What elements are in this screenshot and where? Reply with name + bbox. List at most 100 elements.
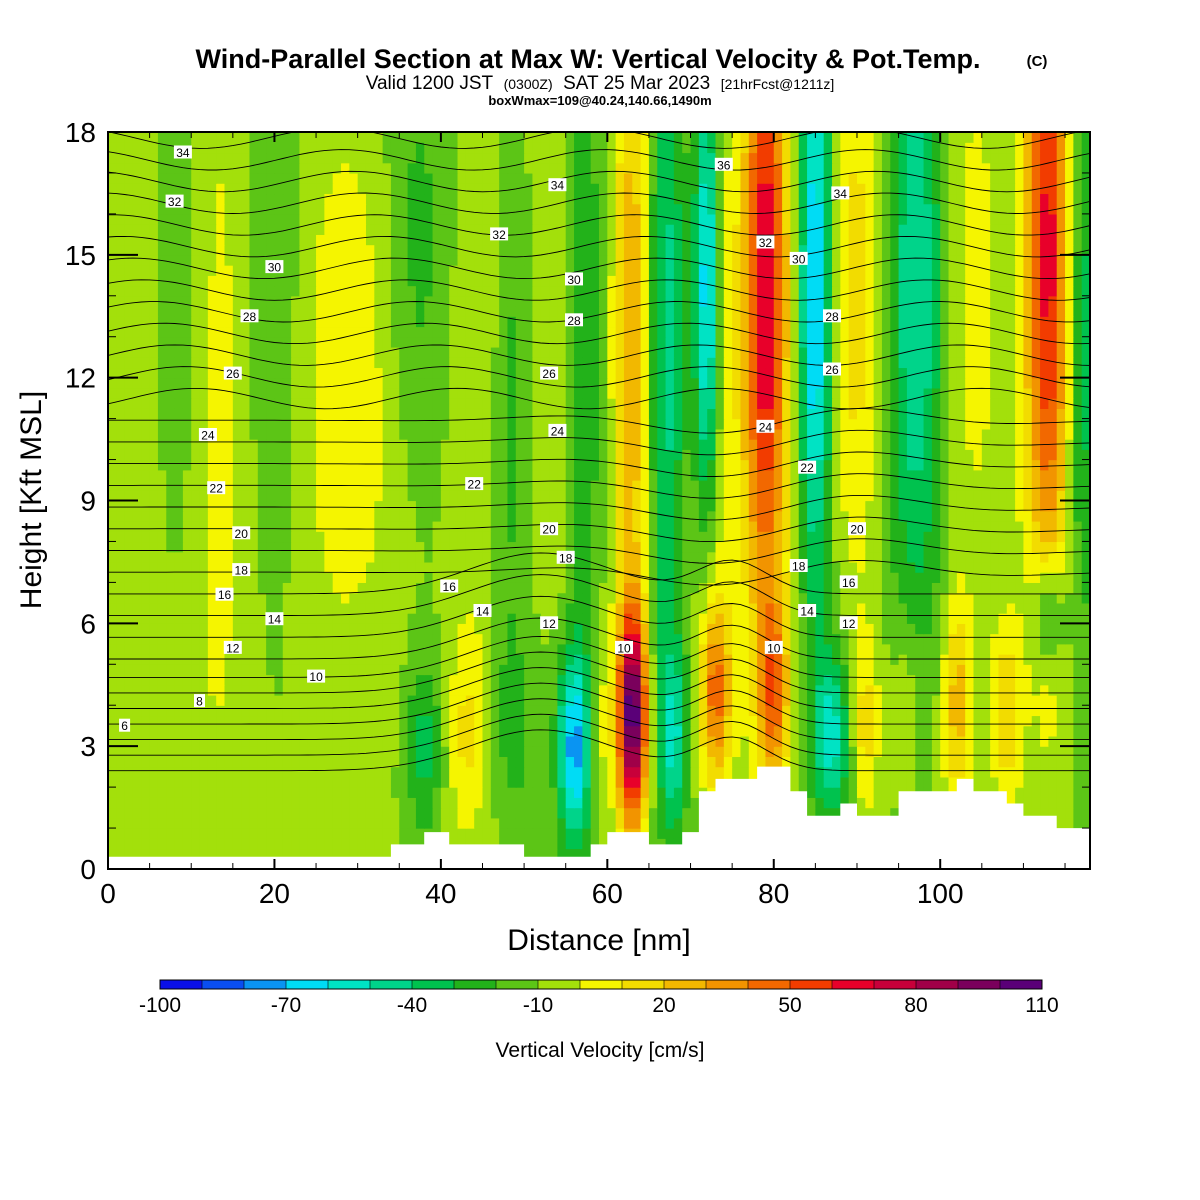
velocity-cell (249, 531, 259, 543)
velocity-cell (266, 439, 276, 450)
velocity-cell (307, 817, 317, 829)
velocity-cell (141, 776, 151, 788)
velocity-cell (108, 520, 117, 532)
velocity-cell (923, 582, 933, 594)
velocity-cell (640, 510, 650, 522)
velocity-cell (856, 694, 866, 706)
velocity-cell (823, 469, 833, 481)
velocity-cell (748, 531, 758, 543)
velocity-cell (374, 756, 384, 768)
velocity-cell (565, 561, 575, 573)
velocity-cell (973, 756, 983, 768)
velocity-cell (565, 459, 575, 471)
velocity-cell (615, 449, 625, 461)
velocity-cell (515, 715, 525, 727)
velocity-cell (524, 561, 534, 573)
velocity-cell (906, 766, 916, 778)
velocity-cell (931, 551, 941, 563)
velocity-cell (748, 633, 758, 645)
velocity-cell (1023, 623, 1033, 635)
velocity-cell (432, 766, 442, 778)
velocity-cell (415, 490, 425, 502)
velocity-cell (291, 459, 300, 471)
velocity-cell (757, 674, 767, 686)
velocity-cell (940, 551, 950, 563)
velocity-cell (948, 480, 958, 491)
velocity-cell (998, 684, 1008, 696)
velocity-cell (465, 572, 475, 583)
velocity-cell (1006, 561, 1016, 573)
velocity-cell (1040, 756, 1049, 768)
velocity-cell (915, 490, 925, 502)
velocity-cell (199, 674, 209, 686)
velocity-cell (1015, 602, 1025, 614)
velocity-cell (1006, 623, 1016, 635)
velocity-cell (341, 654, 350, 665)
velocity-cell (599, 684, 608, 696)
velocity-cell (174, 828, 184, 839)
velocity-cell (832, 756, 841, 768)
velocity-cell (648, 510, 658, 522)
velocity-cell (582, 551, 592, 563)
velocity-cell (257, 828, 267, 839)
velocity-cell (532, 551, 542, 563)
velocity-cell (1081, 735, 1090, 747)
velocity-cell (166, 582, 176, 594)
velocity-cell (532, 602, 542, 614)
velocity-cell (998, 735, 1008, 747)
velocity-cell (715, 602, 725, 614)
velocity-cell (182, 705, 192, 717)
velocity-cell (1048, 602, 1058, 614)
velocity-cell (923, 664, 933, 676)
velocity-cell (216, 817, 226, 829)
velocity-cell (790, 756, 800, 768)
velocity-cell (341, 500, 350, 512)
velocity-cell (607, 490, 617, 502)
velocity-cell (216, 428, 226, 440)
velocity-cell (390, 541, 400, 553)
velocity-cell (532, 654, 542, 665)
velocity-cell (698, 520, 708, 532)
velocity-cell (249, 469, 259, 481)
velocity-cell (1081, 572, 1090, 583)
velocity-cell (108, 756, 117, 768)
velocity-cell (166, 561, 176, 573)
velocity-cell (673, 602, 683, 614)
velocity-cell (757, 459, 767, 471)
velocity-cell (282, 520, 292, 532)
velocity-cell (191, 848, 201, 860)
velocity-cell (299, 490, 309, 502)
velocity-cell (790, 705, 800, 717)
velocity-cell (116, 469, 126, 481)
velocity-cell (848, 664, 858, 676)
velocity-cell (923, 439, 933, 450)
velocity-cell (291, 428, 300, 440)
velocity-cell (557, 613, 567, 624)
velocity-cell (307, 490, 317, 502)
velocity-cell (349, 541, 359, 553)
velocity-cell (465, 684, 475, 696)
velocity-cell (124, 551, 134, 563)
velocity-cell (341, 817, 350, 829)
velocity-cell (998, 592, 1008, 604)
velocity-cell (116, 551, 126, 563)
velocity-cell (474, 715, 484, 727)
velocity-cell (390, 490, 400, 502)
velocity-cell (424, 725, 434, 737)
velocity-cell (915, 735, 925, 747)
velocity-cell (390, 664, 400, 676)
velocity-cell (374, 664, 384, 676)
velocity-cell (274, 766, 284, 778)
velocity-cell (132, 654, 142, 665)
velocity-cell (465, 613, 475, 624)
velocity-cell (157, 428, 167, 440)
velocity-cell (1015, 449, 1025, 461)
velocity-cell (723, 705, 733, 717)
velocity-cell (890, 572, 900, 583)
velocity-cell (407, 787, 417, 798)
velocity-cell (782, 510, 791, 522)
velocity-cell (257, 531, 267, 543)
velocity-cell (665, 480, 675, 491)
velocity-cell (840, 684, 850, 696)
velocity-cell (615, 725, 625, 737)
